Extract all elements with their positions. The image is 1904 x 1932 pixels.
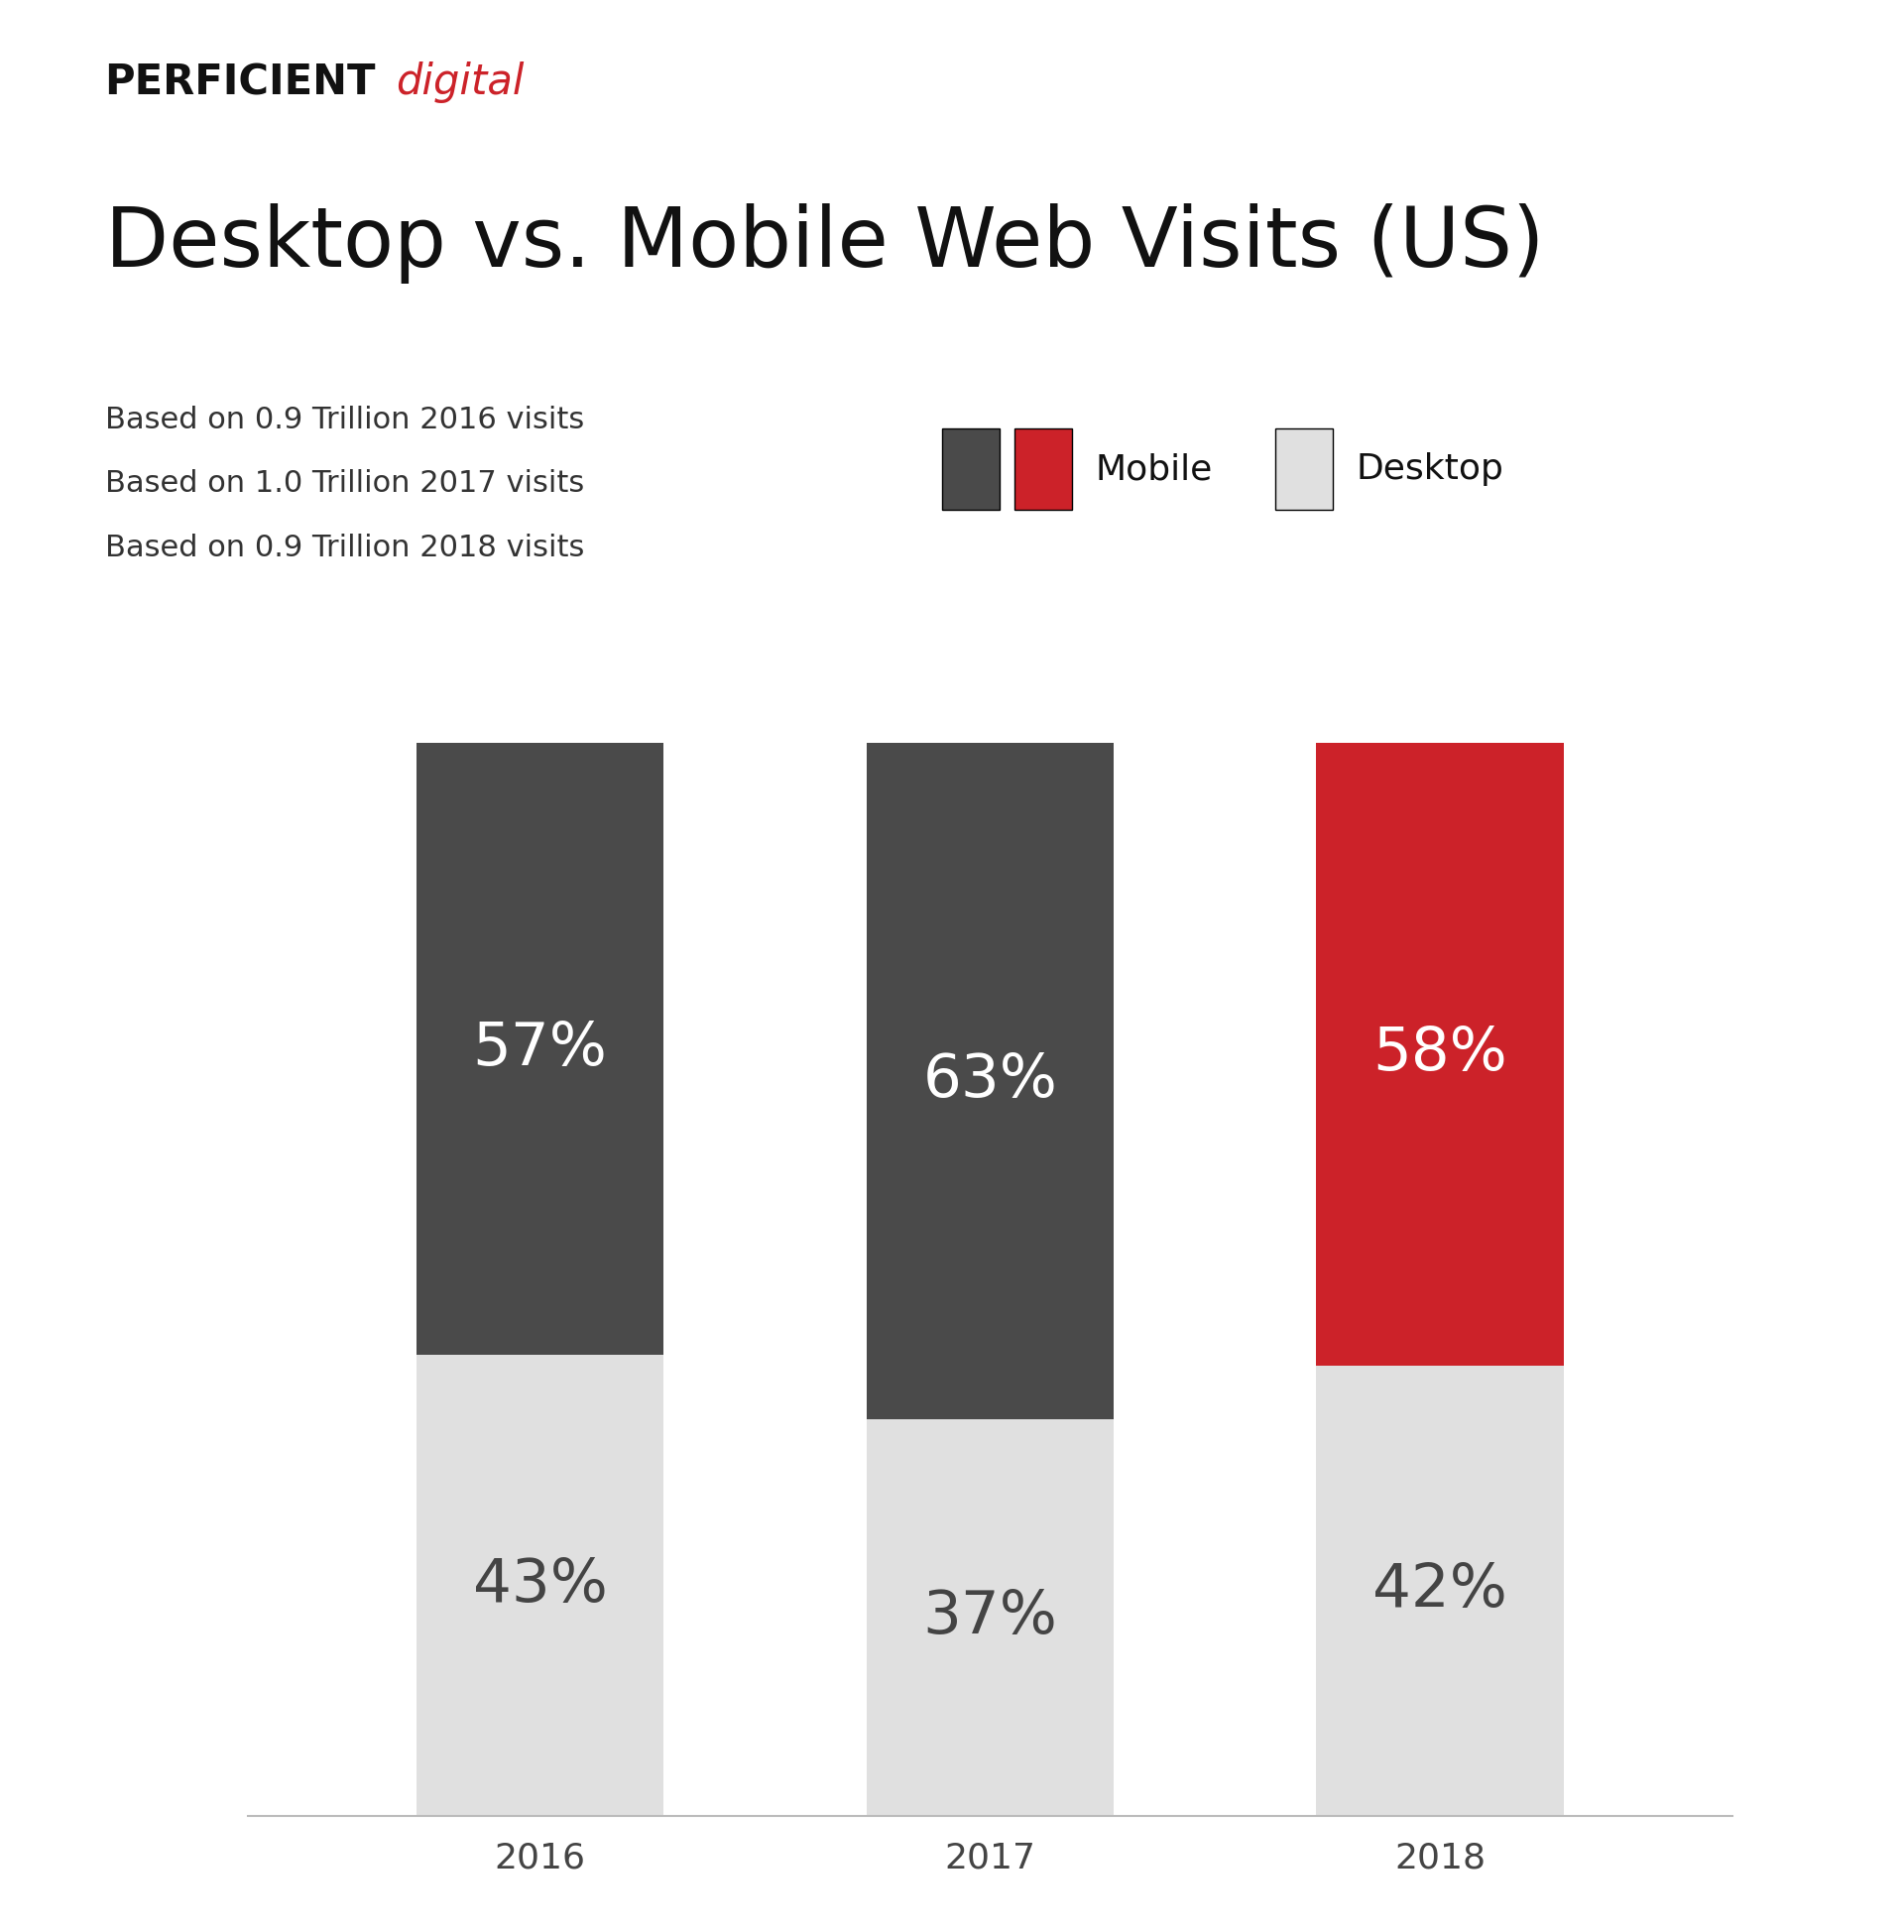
Text: 58%: 58%: [1373, 1024, 1508, 1084]
Bar: [866, 742, 1114, 1418]
Text: Based on 1.0 Trillion 2017 visits: Based on 1.0 Trillion 2017 visits: [105, 469, 585, 498]
Bar: [866, 1418, 1114, 1816]
Text: 57%: 57%: [472, 1020, 607, 1078]
Text: Desktop: Desktop: [1356, 452, 1504, 487]
Text: digital: digital: [396, 62, 524, 104]
Text: Mobile: Mobile: [1095, 452, 1213, 487]
Text: PERFICIENT: PERFICIENT: [105, 62, 375, 104]
Text: Based on 0.9 Trillion 2018 visits: Based on 0.9 Trillion 2018 visits: [105, 533, 585, 562]
Bar: [1316, 1366, 1563, 1816]
Text: 43%: 43%: [472, 1555, 607, 1615]
Bar: [1316, 742, 1563, 1366]
Bar: [417, 1354, 664, 1816]
Bar: [417, 742, 664, 1354]
Text: Desktop vs. Mobile Web Visits (US): Desktop vs. Mobile Web Visits (US): [105, 203, 1544, 284]
Text: Based on 0.9 Trillion 2016 visits: Based on 0.9 Trillion 2016 visits: [105, 406, 585, 435]
Text: 42%: 42%: [1373, 1561, 1508, 1619]
Text: 37%: 37%: [923, 1588, 1057, 1646]
Text: 63%: 63%: [923, 1051, 1057, 1111]
